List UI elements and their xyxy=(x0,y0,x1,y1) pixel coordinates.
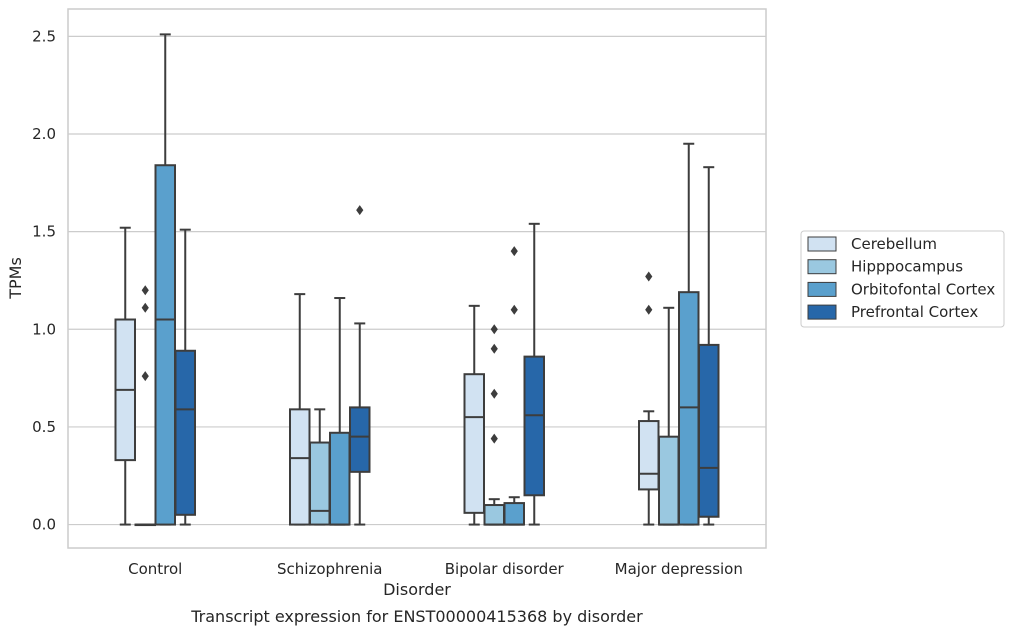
box xyxy=(174,349,196,516)
box xyxy=(329,431,351,526)
box xyxy=(503,502,525,526)
outlier-point xyxy=(141,302,149,313)
plot-frame xyxy=(67,8,767,549)
outlier-point xyxy=(645,304,653,315)
y-tick-label: 0.0 xyxy=(32,516,56,534)
box-group xyxy=(349,205,371,526)
x-tick-label: Bipolar disorder xyxy=(445,560,565,578)
legend-swatch xyxy=(807,281,837,297)
box-group xyxy=(134,285,156,527)
x-tick-label: Major depression xyxy=(615,560,743,578)
x-axis-label: Disorder xyxy=(383,580,451,599)
box xyxy=(483,504,505,526)
box xyxy=(349,406,371,473)
outlier-point xyxy=(510,304,518,315)
box xyxy=(154,164,176,526)
x-tick-labels: Control Schizophrenia Bipolar disorder Majo… xyxy=(128,560,743,578)
box-group xyxy=(289,293,311,526)
box xyxy=(289,408,311,526)
y-tick-label: 2.5 xyxy=(32,27,56,45)
legend-label: Orbitofontal Cortex xyxy=(851,280,995,298)
box-layer xyxy=(114,33,720,527)
legend-frame xyxy=(800,230,1005,328)
outlier-point xyxy=(490,324,498,335)
legend-label: Hipppocampus xyxy=(851,258,963,276)
box-group xyxy=(638,271,660,526)
x-tick-label: Schizophrenia xyxy=(277,560,382,578)
legend-label: Prefrontal Cortex xyxy=(851,303,978,321)
y-tick-label: 1.0 xyxy=(32,320,56,338)
legend: Cerebellum Hipppocampus Orbitofontal Corte… xyxy=(800,230,1005,328)
outlier-point xyxy=(490,388,498,399)
y-tick-label: 0.5 xyxy=(32,418,56,436)
outlier-point xyxy=(141,371,149,382)
legend-swatch xyxy=(807,304,837,320)
box-group xyxy=(483,324,505,526)
box-group xyxy=(658,306,680,526)
x-tick-label: Control xyxy=(128,560,182,578)
box xyxy=(463,373,485,514)
box xyxy=(638,420,660,491)
box xyxy=(698,343,720,518)
outlier-point xyxy=(490,433,498,444)
box-group xyxy=(114,226,136,526)
box-group xyxy=(698,166,720,526)
chart-caption: Transcript expression for ENST0000041536… xyxy=(190,607,643,626)
outlier-point xyxy=(356,205,364,216)
box-group xyxy=(463,304,485,526)
outlier-point xyxy=(645,271,653,282)
box-group xyxy=(309,408,331,526)
box-group xyxy=(678,142,700,526)
box-group xyxy=(523,222,545,526)
outlier-point xyxy=(490,343,498,354)
legend-swatch xyxy=(807,236,837,252)
legend-swatch xyxy=(807,259,837,275)
y-tick-label: 1.5 xyxy=(32,223,56,241)
y-axis-label: TPMs xyxy=(6,257,25,300)
box xyxy=(658,435,680,526)
legend-label: Cerebellum xyxy=(851,235,937,253)
box xyxy=(309,441,331,526)
box-group xyxy=(503,246,525,526)
outlier-point xyxy=(141,285,149,296)
box-group xyxy=(154,33,176,526)
y-tick-label: 2.0 xyxy=(32,125,56,143)
box-group xyxy=(329,297,351,526)
box xyxy=(523,355,545,497)
outlier-point xyxy=(510,246,518,257)
box-group xyxy=(174,228,196,526)
y-tick-labels: 0.0 0.5 1.0 1.5 2.0 2.5 xyxy=(32,27,56,533)
